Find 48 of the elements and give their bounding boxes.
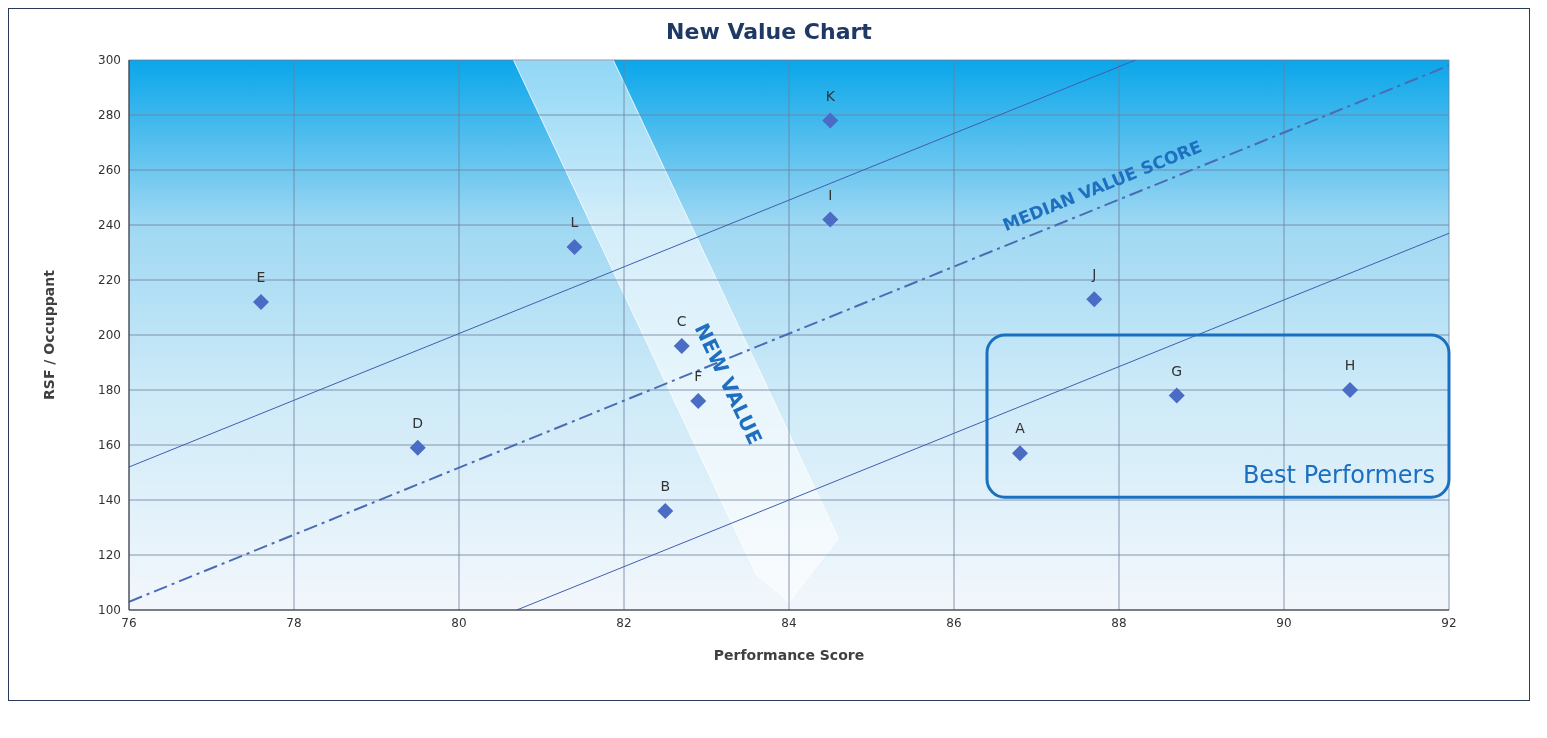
annotation: L bbox=[570, 214, 579, 230]
annotation: D bbox=[412, 414, 424, 431]
y-tick-label: 260 bbox=[98, 163, 121, 178]
annotation: F bbox=[694, 368, 703, 384]
y-axis-title: RSF / Occuppant bbox=[40, 269, 57, 400]
x-tick-label: 80 bbox=[451, 615, 467, 630]
y-tick-label: 300 bbox=[98, 53, 121, 68]
chart-title: New Value Chart bbox=[665, 19, 873, 44]
y-tick-label: 280 bbox=[98, 108, 121, 123]
point bbox=[822, 112, 839, 129]
x-tick-label: 92 bbox=[1441, 615, 1457, 630]
annotation: G bbox=[1171, 362, 1183, 379]
annotation: C bbox=[676, 313, 687, 329]
point bbox=[673, 338, 690, 354]
point bbox=[1342, 382, 1358, 398]
annotation: A bbox=[1015, 420, 1026, 437]
point bbox=[409, 439, 426, 456]
annotation: H bbox=[1344, 357, 1356, 373]
annotation: B bbox=[660, 478, 671, 494]
x-tick-label: 90 bbox=[1276, 615, 1292, 630]
x-tick-label: 76 bbox=[121, 615, 137, 630]
x-tick-label: 82 bbox=[616, 615, 632, 630]
point bbox=[690, 393, 707, 409]
y-tick-label: 240 bbox=[98, 218, 121, 233]
annotation: J bbox=[1091, 266, 1097, 283]
y-tick-label: 180 bbox=[98, 383, 121, 398]
annotation: E bbox=[256, 269, 266, 285]
x-tick-label: 78 bbox=[286, 615, 302, 630]
y-tick-label: 140 bbox=[98, 493, 121, 508]
x-tick-label: 84 bbox=[781, 615, 797, 630]
y-tick-label: 120 bbox=[98, 548, 121, 563]
y-tick-label: 100 bbox=[98, 603, 121, 618]
x-tick-label: 86 bbox=[946, 615, 962, 630]
y-tick-label: 200 bbox=[98, 328, 121, 343]
y-tick-label: 220 bbox=[98, 273, 121, 288]
point bbox=[1086, 291, 1103, 308]
y-tick-label: 160 bbox=[98, 438, 121, 453]
point bbox=[566, 239, 583, 255]
annotation: K bbox=[825, 87, 836, 104]
point bbox=[822, 211, 839, 228]
point bbox=[1012, 445, 1028, 462]
annotation: I bbox=[828, 186, 833, 203]
point bbox=[657, 503, 674, 519]
x-axis-title: Performance Score bbox=[713, 647, 865, 663]
annotation: Best Performers bbox=[1242, 461, 1435, 490]
point bbox=[1168, 387, 1185, 404]
point bbox=[253, 294, 269, 310]
x-tick-label: 88 bbox=[1111, 615, 1127, 630]
